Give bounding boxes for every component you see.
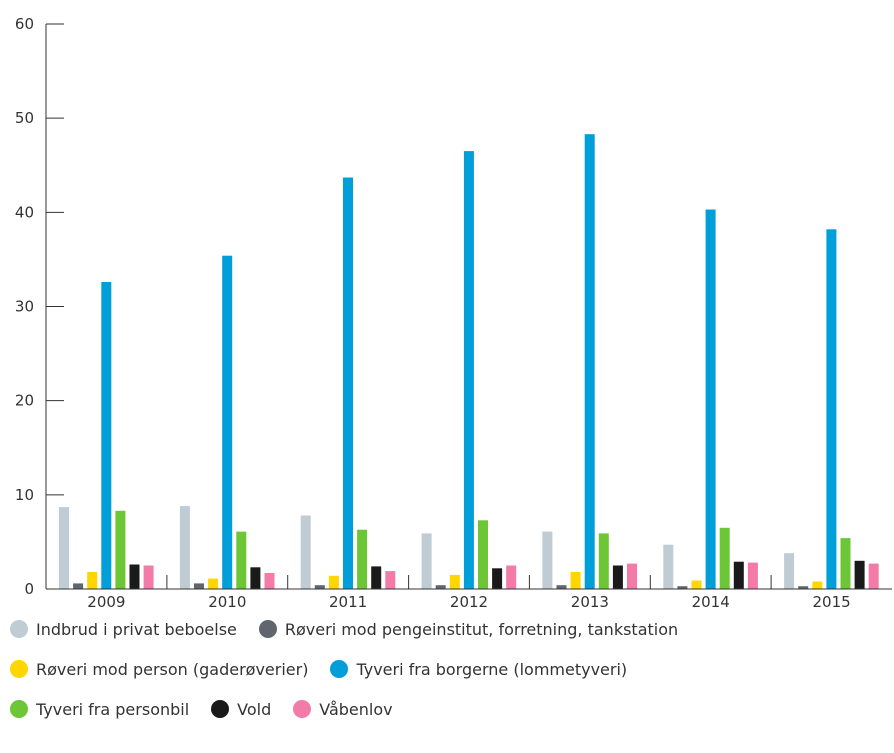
bar (179, 506, 190, 589)
legend-swatch (10, 660, 28, 678)
bar (691, 580, 702, 589)
bar (868, 563, 879, 589)
bar (87, 572, 98, 589)
legend-label: Indbrud i privat beboelse (36, 619, 237, 639)
bar (784, 553, 795, 589)
bar (719, 527, 730, 589)
y-tick-label: 20 (15, 392, 34, 410)
bar-group-2010 (179, 255, 275, 589)
legend-label: Tyveri fra borgerne (lommetyveri) (356, 659, 628, 679)
bar-group-2011 (300, 177, 396, 589)
legend-row: Tyveri fra personbil Vold Våbenlov (10, 698, 890, 720)
legend-swatch (330, 660, 349, 678)
legend-item: Røveri mod person (gaderøverier) (10, 660, 308, 679)
bar (463, 151, 474, 589)
bar (612, 565, 623, 589)
bar (854, 560, 865, 590)
legend-row: Røveri mod person (gaderøverier) Tyveri f… (10, 658, 890, 680)
bar (492, 568, 503, 589)
legend-item: Vold (211, 700, 271, 719)
legend-item: Røveri mod pengeinstitut, forretning, ta… (258, 619, 679, 639)
bars (59, 134, 879, 590)
bar (840, 538, 851, 589)
bar (343, 177, 353, 589)
bar (812, 581, 823, 589)
bar (59, 507, 69, 589)
legend-item: Våbenlov (293, 699, 393, 719)
bar (627, 563, 637, 589)
bar (826, 229, 837, 590)
bar (314, 585, 325, 589)
y-axis: 0 10 20 30 40 50 60 (15, 15, 64, 598)
legend-row: Indbrud i privat beboelse Røveri mod peng… (10, 618, 890, 640)
bar-group-2014 (663, 209, 758, 589)
bar (101, 282, 112, 589)
y-tick-label: 50 (15, 109, 34, 127)
bar (73, 583, 84, 589)
bar (129, 564, 140, 589)
legend-swatch (293, 700, 312, 718)
bar (222, 255, 233, 589)
legend-label: Røveri mod pengeinstitut, forretning, ta… (284, 619, 679, 639)
bar (250, 567, 261, 589)
bar (556, 585, 567, 589)
bar (663, 544, 674, 589)
legend-swatch (10, 700, 28, 718)
bar (705, 209, 716, 589)
legend-swatch (10, 620, 28, 638)
y-tick-label: 40 (15, 203, 34, 221)
legend-item: Tyveri fra personbil (10, 700, 189, 719)
bar (143, 565, 154, 589)
bar (300, 515, 311, 589)
bar (598, 533, 609, 589)
bar (435, 585, 446, 589)
bar (449, 574, 460, 589)
bar (208, 578, 219, 589)
legend-label: Røveri mod person (gaderøverier) (36, 659, 309, 679)
legend-label: Våbenlov (319, 699, 393, 719)
bar (421, 533, 432, 589)
x-tick-label: 2012 (450, 593, 488, 610)
bar-group-2013 (542, 134, 637, 589)
bar (677, 586, 688, 589)
legend-label: Tyveri fra personbil (36, 699, 190, 719)
y-tick-label: 60 (15, 15, 34, 33)
legend-item: Indbrud i privat beboelse (10, 620, 237, 639)
legend-item: Tyveri fra borgerne (lommetyveri) (330, 660, 627, 679)
x-tick-label: 2013 (571, 593, 609, 610)
legend-swatch (258, 620, 277, 638)
x-axis: 2009 2010 2011 2012 2013 2014 2015 (46, 575, 892, 610)
bar (506, 565, 517, 589)
x-tick-label: 2009 (87, 593, 125, 610)
x-tick-label: 2014 (692, 593, 730, 610)
bar (264, 573, 275, 589)
legend-label: Vold (237, 699, 272, 719)
bar (115, 510, 126, 589)
bar (733, 561, 744, 589)
bar (357, 529, 368, 589)
legend-swatch (211, 700, 230, 718)
bar-group-2015 (784, 229, 879, 590)
bar (328, 575, 339, 589)
bar (194, 583, 204, 589)
bar (371, 566, 382, 589)
bar (542, 531, 553, 589)
x-tick-label: 2015 (813, 593, 851, 610)
bar-group-2009 (59, 282, 154, 589)
y-tick-label: 0 (24, 580, 34, 598)
bar (385, 571, 396, 589)
bar (584, 134, 595, 589)
y-tick-label: 30 (15, 298, 34, 316)
bar-group-2012 (421, 151, 517, 589)
bar (570, 572, 581, 589)
bar (236, 531, 247, 589)
y-tick-label: 10 (15, 486, 34, 504)
x-tick-label: 2011 (329, 593, 367, 610)
bar (798, 586, 809, 589)
bar (478, 520, 488, 589)
x-tick-label: 2010 (208, 593, 246, 610)
bar (747, 562, 758, 589)
legend: Indbrud i privat beboelse Røveri mod peng… (10, 618, 890, 738)
